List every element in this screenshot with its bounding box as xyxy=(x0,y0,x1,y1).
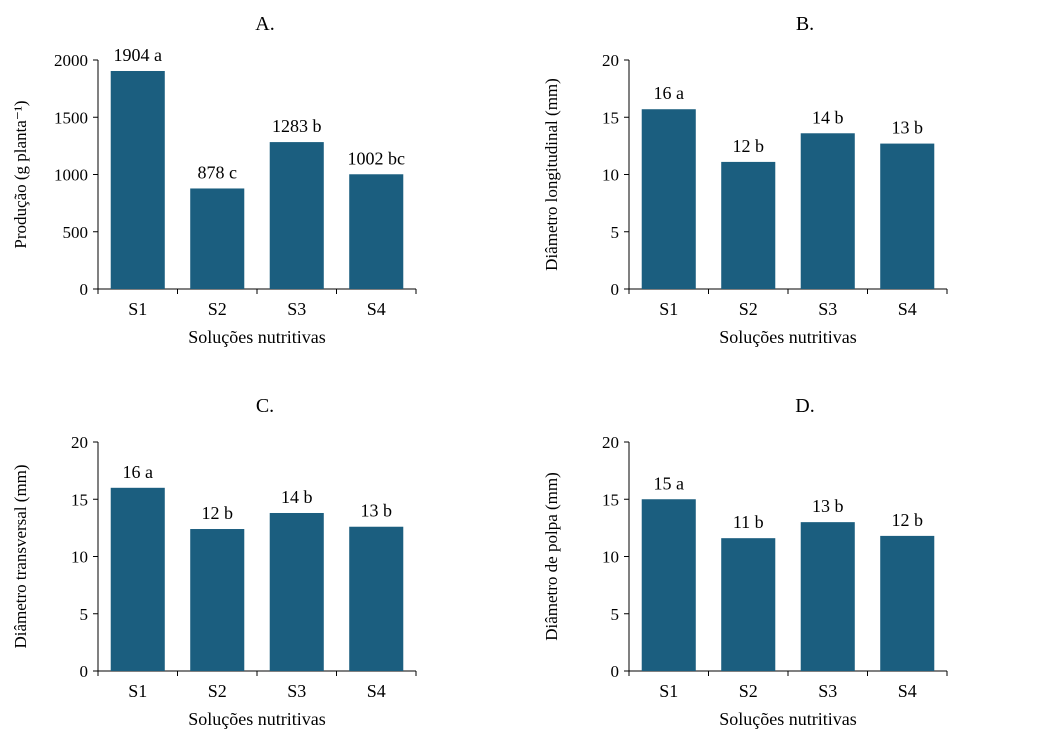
y-tick-label: 1500 xyxy=(54,108,88,127)
x-tick-label: S3 xyxy=(287,299,306,319)
x-tick-label: S1 xyxy=(659,299,678,319)
chart-title: D. xyxy=(795,395,814,417)
chart-panel-1: A. 0 500 1000 1500 2000 1904 a S1 878 c S2 1283 b S… xyxy=(11,13,417,347)
bar-s3 xyxy=(269,512,324,671)
data-label: 11 b xyxy=(733,512,764,532)
data-label: 12 b xyxy=(733,136,765,156)
bar-s1 xyxy=(110,70,165,289)
y-tick-label: 1000 xyxy=(54,166,88,185)
x-tick-label: S3 xyxy=(818,299,837,319)
y-axis-label: Diâmetro longitudinal (mm) xyxy=(542,78,561,271)
data-label: 13 b xyxy=(812,496,844,516)
y-tick-label: 15 xyxy=(602,490,619,509)
data-label: 1283 b xyxy=(272,116,322,136)
data-label: 16 a xyxy=(654,83,685,103)
bar-s3 xyxy=(800,522,855,671)
bar-s3 xyxy=(800,133,855,289)
bar-s2 xyxy=(190,529,245,671)
x-tick-label: S1 xyxy=(659,681,678,701)
chart-title: A. xyxy=(255,13,274,35)
x-axis-label: Soluções nutritivas xyxy=(719,709,857,729)
x-tick-label: S1 xyxy=(128,681,147,701)
y-tick-label: 10 xyxy=(602,166,619,185)
bar-s4 xyxy=(349,526,404,671)
y-tick-label: 20 xyxy=(602,433,619,452)
y-tick-label: 10 xyxy=(602,548,619,567)
bar-s1 xyxy=(641,109,696,289)
y-tick-label: 5 xyxy=(611,605,620,624)
bar-s2 xyxy=(190,188,245,289)
data-label: 878 c xyxy=(198,162,238,182)
data-label: 15 a xyxy=(654,473,685,493)
x-tick-label: S2 xyxy=(208,299,227,319)
x-tick-label: S4 xyxy=(898,299,917,319)
bar-s4 xyxy=(880,535,935,671)
bar-s2 xyxy=(721,538,776,671)
y-axis-label: Diâmetro de polpa (mm) xyxy=(542,472,561,641)
y-tick-label: 20 xyxy=(71,433,88,452)
y-axis-label: Produção (g planta⁻¹) xyxy=(11,100,30,248)
y-tick-label: 5 xyxy=(80,605,89,624)
x-axis-label: Soluções nutritivas xyxy=(188,327,326,347)
bar-s3 xyxy=(269,142,324,289)
y-tick-label: 10 xyxy=(71,548,88,567)
x-tick-label: S4 xyxy=(898,681,917,701)
x-tick-label: S2 xyxy=(739,681,758,701)
bar-s1 xyxy=(641,499,696,671)
data-label: 1904 a xyxy=(114,45,163,65)
data-label: 1002 bc xyxy=(348,148,406,168)
chart-title: C. xyxy=(256,395,274,417)
chart-title: B. xyxy=(796,13,814,35)
y-tick-label: 0 xyxy=(611,662,620,681)
data-label: 16 a xyxy=(123,462,154,482)
y-tick-label: 5 xyxy=(611,223,620,242)
data-label: 13 b xyxy=(892,118,924,138)
x-axis-label: Soluções nutritivas xyxy=(719,327,857,347)
data-label: 12 b xyxy=(202,503,234,523)
x-tick-label: S4 xyxy=(367,681,386,701)
x-tick-label: S2 xyxy=(208,681,227,701)
x-tick-label: S4 xyxy=(367,299,386,319)
y-tick-label: 15 xyxy=(602,108,619,127)
chart-panel-2: B. 0 5 10 15 20 16 a S1 12 b S2 14 b S3 13 b S4 Soluçõ… xyxy=(542,13,948,347)
chart-panel-3: C. 0 5 10 15 20 16 a S1 12 b S2 14 b S3 13 b S4 Soluçõ… xyxy=(11,395,417,729)
y-tick-label: 2000 xyxy=(54,51,88,70)
data-label: 14 b xyxy=(812,107,844,127)
x-tick-label: S1 xyxy=(128,299,147,319)
data-label: 13 b xyxy=(361,501,393,521)
x-tick-label: S3 xyxy=(287,681,306,701)
data-label: 14 b xyxy=(281,487,313,507)
chart-panel-4: D. 0 5 10 15 20 15 a S1 11 b S2 13 b S3 12 b S4 Soluçõ… xyxy=(542,395,948,729)
x-tick-label: S2 xyxy=(739,299,758,319)
y-tick-label: 20 xyxy=(602,51,619,70)
y-tick-label: 15 xyxy=(71,490,88,509)
data-label: 12 b xyxy=(892,510,924,530)
y-tick-label: 0 xyxy=(80,662,89,681)
x-axis-label: Soluções nutritivas xyxy=(188,709,326,729)
y-tick-label: 0 xyxy=(611,280,620,299)
x-tick-label: S3 xyxy=(818,681,837,701)
y-tick-label: 500 xyxy=(63,223,89,242)
bar-s4 xyxy=(880,143,935,289)
y-tick-label: 0 xyxy=(80,280,89,299)
bar-s4 xyxy=(349,174,404,289)
y-axis-label: Diâmetro transversal (mm) xyxy=(11,464,30,648)
bar-s2 xyxy=(721,161,776,289)
bar-s1 xyxy=(110,487,165,671)
